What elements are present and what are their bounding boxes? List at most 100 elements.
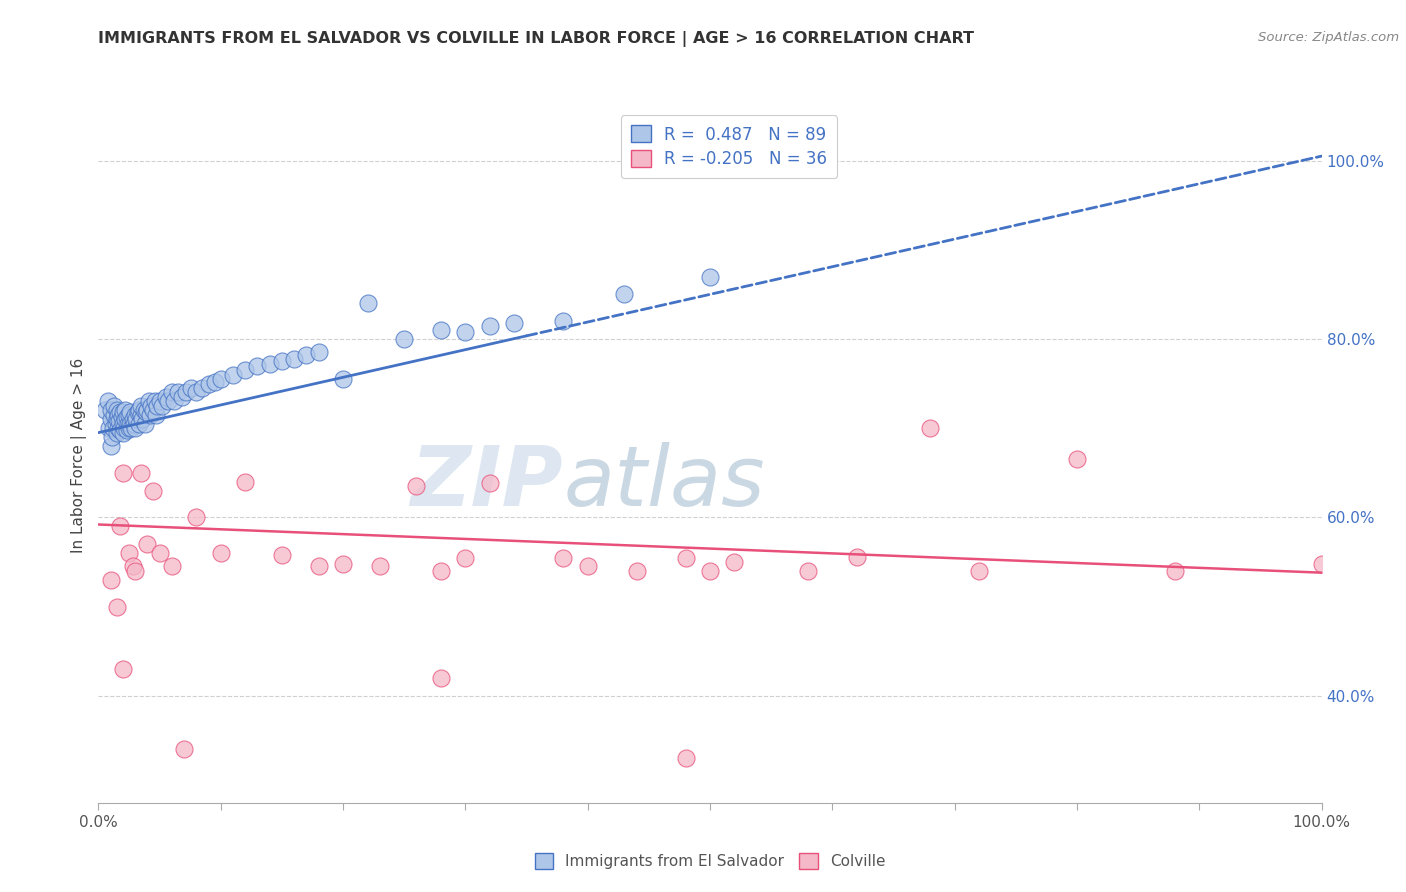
Point (246, 359, 269, 373)
Point (134, 417, 156, 431)
Point (131, 412, 153, 426)
Point (157, 394, 180, 409)
Point (699, 269, 721, 284)
Point (129, 466, 152, 480)
Point (430, 564, 453, 578)
Point (478, 318, 501, 333)
Point (626, 564, 648, 578)
Point (675, 550, 697, 565)
Point (124, 421, 146, 435)
Point (108, 414, 131, 428)
Point (209, 372, 232, 386)
Point (797, 564, 820, 578)
Point (259, 357, 281, 371)
Point (110, 423, 132, 437)
Point (114, 403, 136, 417)
Point (136, 403, 159, 417)
Point (142, 483, 165, 498)
Point (128, 417, 150, 431)
Point (136, 537, 159, 551)
Point (191, 381, 214, 395)
Point (111, 410, 134, 425)
Point (120, 421, 142, 435)
Point (222, 368, 245, 382)
Point (105, 599, 128, 614)
Point (98, 421, 121, 435)
Point (111, 425, 134, 440)
Text: Source: ZipAtlas.com: Source: ZipAtlas.com (1258, 31, 1399, 45)
Point (197, 376, 219, 391)
Point (93, 403, 115, 417)
Point (107, 408, 129, 422)
Point (97, 394, 120, 409)
Point (553, 314, 575, 328)
Point (392, 332, 416, 346)
Point (356, 296, 378, 310)
Point (105, 412, 128, 426)
Point (430, 323, 453, 337)
Point (105, 403, 128, 417)
Point (100, 412, 122, 426)
Point (430, 671, 453, 685)
Point (132, 403, 155, 417)
Y-axis label: In Labor Force | Age > 16: In Labor Force | Age > 16 (72, 358, 87, 552)
Point (105, 425, 128, 440)
Point (454, 550, 477, 565)
Point (103, 408, 125, 422)
Point (143, 394, 166, 409)
Point (308, 345, 330, 359)
Point (100, 403, 122, 417)
Point (180, 381, 202, 395)
Point (100, 573, 122, 587)
Point (146, 399, 169, 413)
Point (845, 549, 868, 564)
Point (118, 408, 141, 422)
Point (129, 408, 152, 422)
Point (967, 564, 990, 578)
Point (112, 421, 135, 435)
Point (111, 417, 134, 431)
Point (104, 417, 127, 431)
Point (332, 557, 354, 571)
Point (120, 417, 142, 431)
Point (118, 546, 141, 560)
Point (1066, 452, 1088, 467)
Point (129, 399, 152, 413)
Point (142, 403, 165, 417)
Point (613, 287, 636, 301)
Point (135, 405, 157, 419)
Point (115, 423, 138, 437)
Point (125, 412, 148, 426)
Point (270, 548, 294, 562)
Point (553, 550, 575, 565)
Point (121, 412, 143, 426)
Text: atlas: atlas (564, 442, 765, 524)
Point (139, 408, 162, 422)
Point (139, 399, 162, 413)
Legend: Immigrants from El Salvador, Colville: Immigrants from El Salvador, Colville (526, 845, 894, 879)
Point (149, 546, 172, 560)
Point (173, 742, 195, 756)
Point (145, 408, 167, 422)
Point (101, 430, 124, 444)
Point (295, 348, 318, 362)
Point (170, 390, 193, 404)
Point (576, 559, 599, 574)
Point (120, 405, 142, 419)
Point (122, 417, 145, 431)
Point (332, 372, 354, 386)
Point (209, 546, 232, 560)
Point (110, 519, 132, 533)
Point (233, 363, 256, 377)
Point (121, 559, 143, 574)
Point (103, 399, 125, 413)
Point (503, 316, 526, 330)
Point (128, 403, 150, 417)
Point (699, 564, 721, 578)
Point (368, 559, 391, 574)
Point (155, 390, 177, 404)
Point (176, 385, 198, 400)
Point (204, 375, 226, 389)
Point (101, 421, 124, 435)
Point (150, 399, 173, 413)
